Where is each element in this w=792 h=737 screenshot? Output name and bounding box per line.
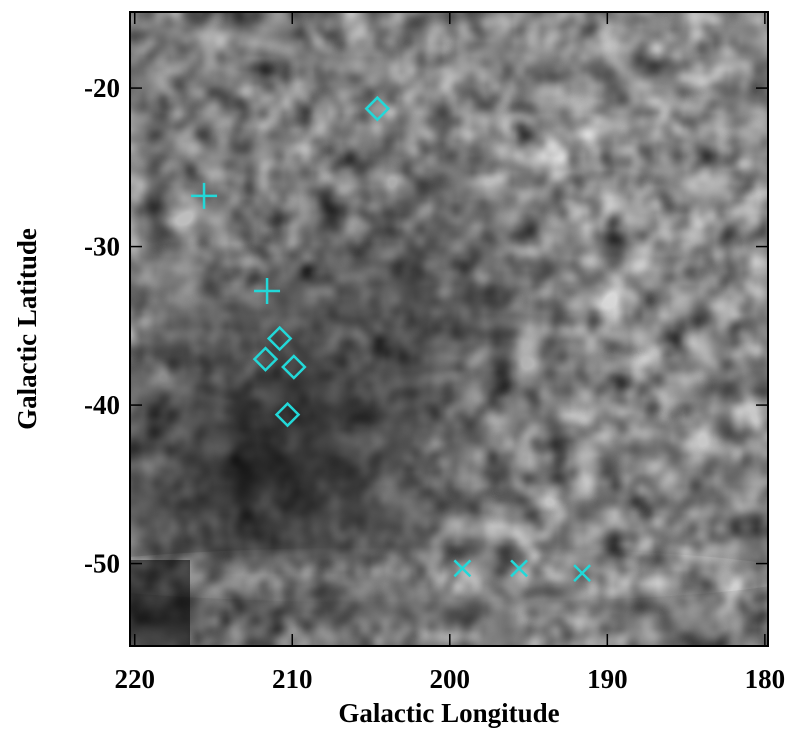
marker-plus <box>191 182 218 209</box>
y-axis-label: Galactic Latitude <box>12 228 42 430</box>
marker-diamond <box>266 325 293 352</box>
marker-diamond <box>281 354 307 380</box>
marker-diamond <box>274 401 301 428</box>
background-image <box>130 12 768 646</box>
x-tick-label: 180 <box>745 664 786 694</box>
y-tick-label: -20 <box>84 73 120 103</box>
plot-frame <box>129 11 769 647</box>
x-tick-label: 210 <box>272 664 313 694</box>
marker-x <box>510 559 528 578</box>
x-axis-label: Galactic Longitude <box>338 698 559 728</box>
marker-x <box>573 564 591 582</box>
y-tick-label: -30 <box>84 232 120 262</box>
marker-plus <box>254 277 281 304</box>
x-tick-label: 200 <box>430 664 471 694</box>
marker-x <box>453 559 472 578</box>
marker-diamond <box>364 95 391 122</box>
x-tick-label: 220 <box>114 664 155 694</box>
x-tick-label: 190 <box>587 664 628 694</box>
y-tick-label: -40 <box>84 390 120 420</box>
marker-diamond <box>252 346 279 372</box>
y-tick-label: -50 <box>84 549 120 579</box>
